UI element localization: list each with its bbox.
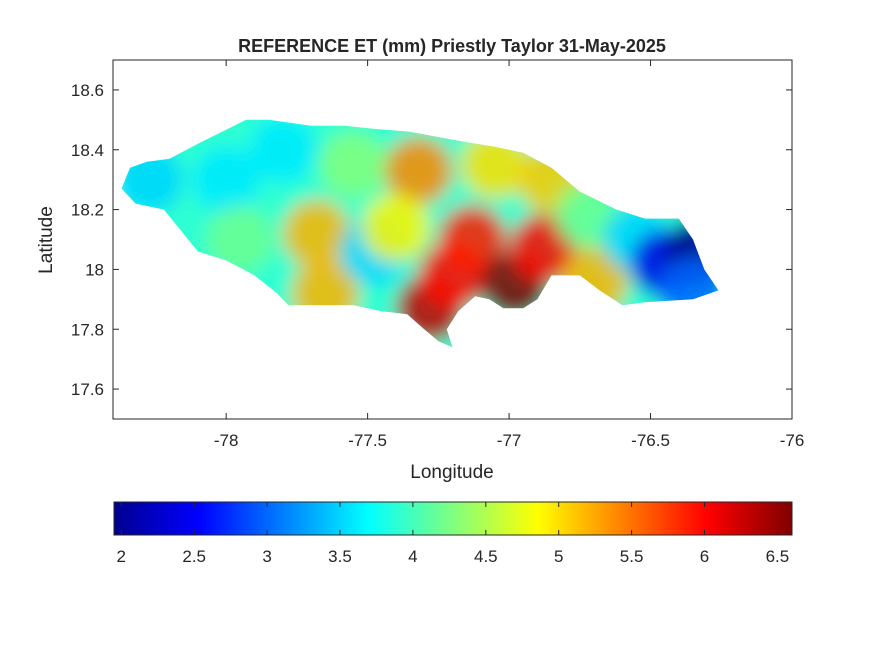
colorbar-tick-label: 2 [117, 547, 126, 566]
field-region [192, 145, 261, 214]
colorbar-tick-label: 3 [262, 547, 271, 566]
y-tick-label: 18 [85, 260, 104, 279]
plot-frame [112, 59, 793, 420]
y-tick-label: 17.8 [71, 320, 104, 339]
y-tick-label: 18.6 [71, 81, 104, 100]
field-region [206, 205, 275, 274]
field-region [248, 119, 317, 184]
field-region [438, 205, 507, 274]
colorbar-tick-label: 6.5 [766, 547, 790, 566]
field-region [319, 130, 388, 199]
y-tick-label: 17.6 [71, 380, 104, 399]
x-tick-label: -76.5 [631, 431, 670, 450]
colorbar-tick-label: 2.5 [182, 547, 206, 566]
y-axis-label: Latitude [36, 206, 57, 274]
x-tick-label: -77.5 [348, 431, 387, 450]
colorbar-ticks: 2 2.5 3 3.5 4 4.5 5 5.5 6 6.5 [117, 502, 790, 566]
colorbar-tick-label: 6 [700, 547, 709, 566]
colorbar-tick-label: 4.5 [474, 547, 498, 566]
y-tick-label: 18.2 [71, 201, 104, 220]
field-region [384, 136, 453, 205]
colorbar [113, 501, 793, 536]
chart-title: REFERENCE ET (mm) Priestly Taylor 31-May… [238, 36, 666, 56]
colorbar-tick-label: 5.5 [620, 547, 644, 566]
x-axis-label: Longitude [410, 462, 493, 483]
x-axis: -78 -77.5 -77 -76.5 -76 [214, 60, 804, 450]
x-tick-label: -76 [780, 431, 805, 450]
field-region [282, 199, 351, 268]
field-region [361, 193, 430, 262]
colorbar-tick-label: 3.5 [328, 547, 352, 566]
colorbar-tick-label: 4 [408, 547, 417, 566]
colorbar-tick-label: 5 [554, 547, 563, 566]
x-tick-label: -77 [497, 431, 522, 450]
x-tick-label: -78 [214, 431, 239, 450]
y-tick-label: 18.4 [71, 141, 104, 160]
y-axis: 17.6 17.8 18 18.2 18.4 18.6 [71, 81, 792, 399]
